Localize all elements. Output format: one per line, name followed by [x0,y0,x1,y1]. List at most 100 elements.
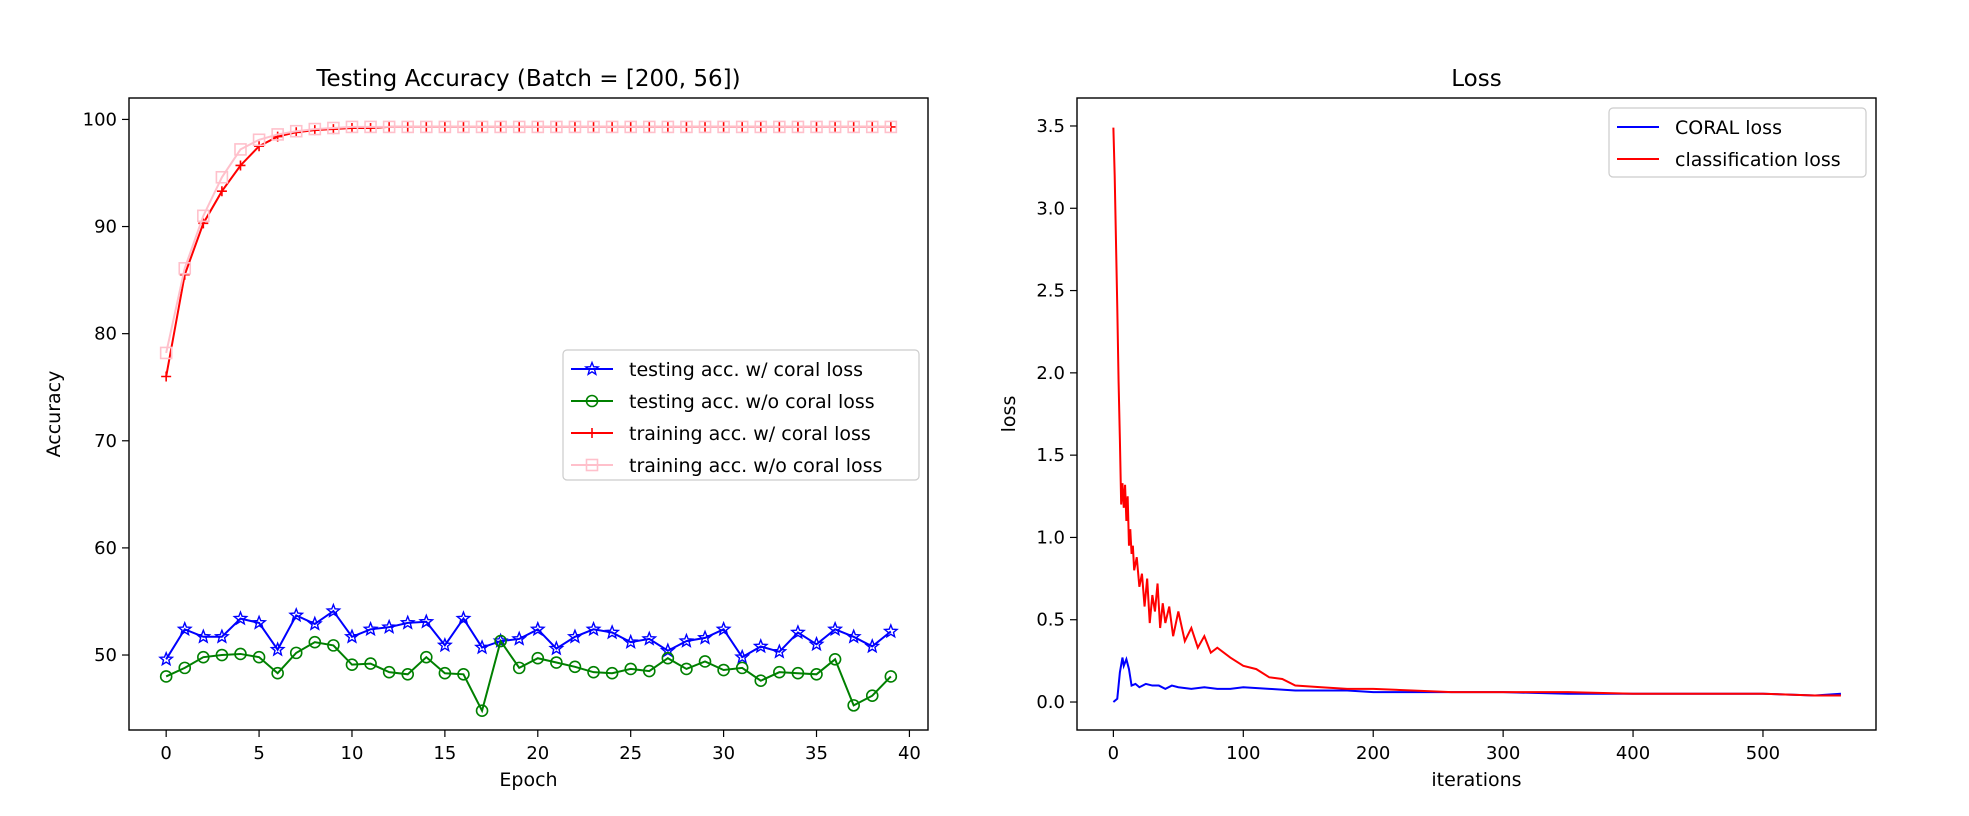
data-point [512,661,526,675]
data-point [494,120,507,134]
data-point [289,124,303,138]
y-tick-label: 60 [94,538,117,559]
data-point [661,120,675,134]
series-line [165,609,892,660]
data-point [308,122,322,136]
legend-marker [585,394,599,408]
data-point [159,670,173,683]
data-point [715,620,732,637]
series-3 [161,121,896,382]
x-tick-label: 400 [1616,743,1650,764]
data-point [474,639,491,655]
data-point [585,620,602,637]
y-axis-label: loss [998,396,1020,433]
data-point [494,634,507,648]
data-point [717,120,730,134]
data-point [362,620,379,637]
series-line [165,125,891,354]
data-point [436,636,453,653]
chart-panel-1: 0 5 10 15 20 25 30 35 40 50 60 70 80 90 100 Testing Acc… [43,66,929,791]
legend-entry-2: testing acc. w/o coral loss [571,391,875,413]
data-point [252,650,266,664]
data-point [773,120,786,134]
series-1 [158,602,899,667]
data-point [399,614,416,630]
data-point [605,120,619,134]
data-point [548,640,565,656]
legend-box [1608,107,1867,178]
chart-title: Loss [1451,66,1501,92]
series-2 [1112,127,1841,697]
data-point [343,628,360,644]
data-point [365,122,376,133]
data-point [308,635,322,649]
data-point [511,630,528,646]
x-tick-label: 10 [341,743,364,764]
legend-marker [585,458,599,472]
series-4 [159,120,898,360]
data-point [382,120,396,134]
data-point [789,624,806,640]
data-point [884,670,898,683]
legend-label: training acc. w/o coral loss [629,455,882,477]
data-point [845,628,862,644]
data-point [698,120,712,134]
data-point [717,663,730,677]
data-point [215,170,229,184]
data-point [271,666,284,680]
data-point [254,141,265,152]
data-point [734,648,751,664]
legend-box [562,349,920,481]
data-point [773,665,786,679]
data-point [642,120,656,134]
data-point [754,120,768,134]
data-point [828,120,842,134]
plot-frame [128,97,929,731]
legend-label: training acc. w/ coral loss [629,423,871,445]
data-point [642,664,656,678]
data-point [364,120,377,134]
data-point [808,635,825,652]
data-point [605,666,619,680]
data-point [288,606,305,623]
data-point [159,346,173,360]
x-tick-label: 20 [526,743,549,764]
data-point [771,643,788,659]
y-tick-label: 100 [83,109,117,130]
data-point [455,610,472,626]
x-tick-label: 35 [805,743,828,764]
data-point [457,667,470,681]
plot-frame [1076,97,1877,731]
x-tick-label: 0 [1108,743,1119,764]
data-point [327,639,340,652]
x-tick-label: 0 [160,743,171,764]
y-tick-label: 3.5 [1036,116,1065,137]
chart-title: Testing Accuracy (Batch = [200, 56]) [315,66,740,92]
data-point [197,209,210,223]
legend: testing acc. w/ coral loss testing acc. w… [562,349,920,481]
series-line [1112,127,1841,697]
data-point [550,656,563,669]
data-point [178,661,192,675]
y-tick-label: 1.5 [1036,445,1065,466]
legend-entry-3: training acc. w/ coral loss [571,423,871,445]
x-tick-label: 15 [433,743,456,764]
series-1 [1112,656,1841,703]
data-point [215,648,229,662]
data-point [698,655,712,668]
series-line [1112,656,1841,703]
data-point [865,689,879,703]
data-point [327,121,340,135]
data-point [810,120,823,134]
data-point [345,658,359,671]
data-point [418,613,435,629]
data-point [847,699,860,712]
data-point [269,641,286,657]
data-point [791,666,805,680]
legend-label: testing acc. w/ coral loss [629,359,863,381]
data-point [810,667,823,681]
y-tick-label: 90 [94,217,117,238]
data-point [827,620,844,637]
data-point [680,120,693,134]
